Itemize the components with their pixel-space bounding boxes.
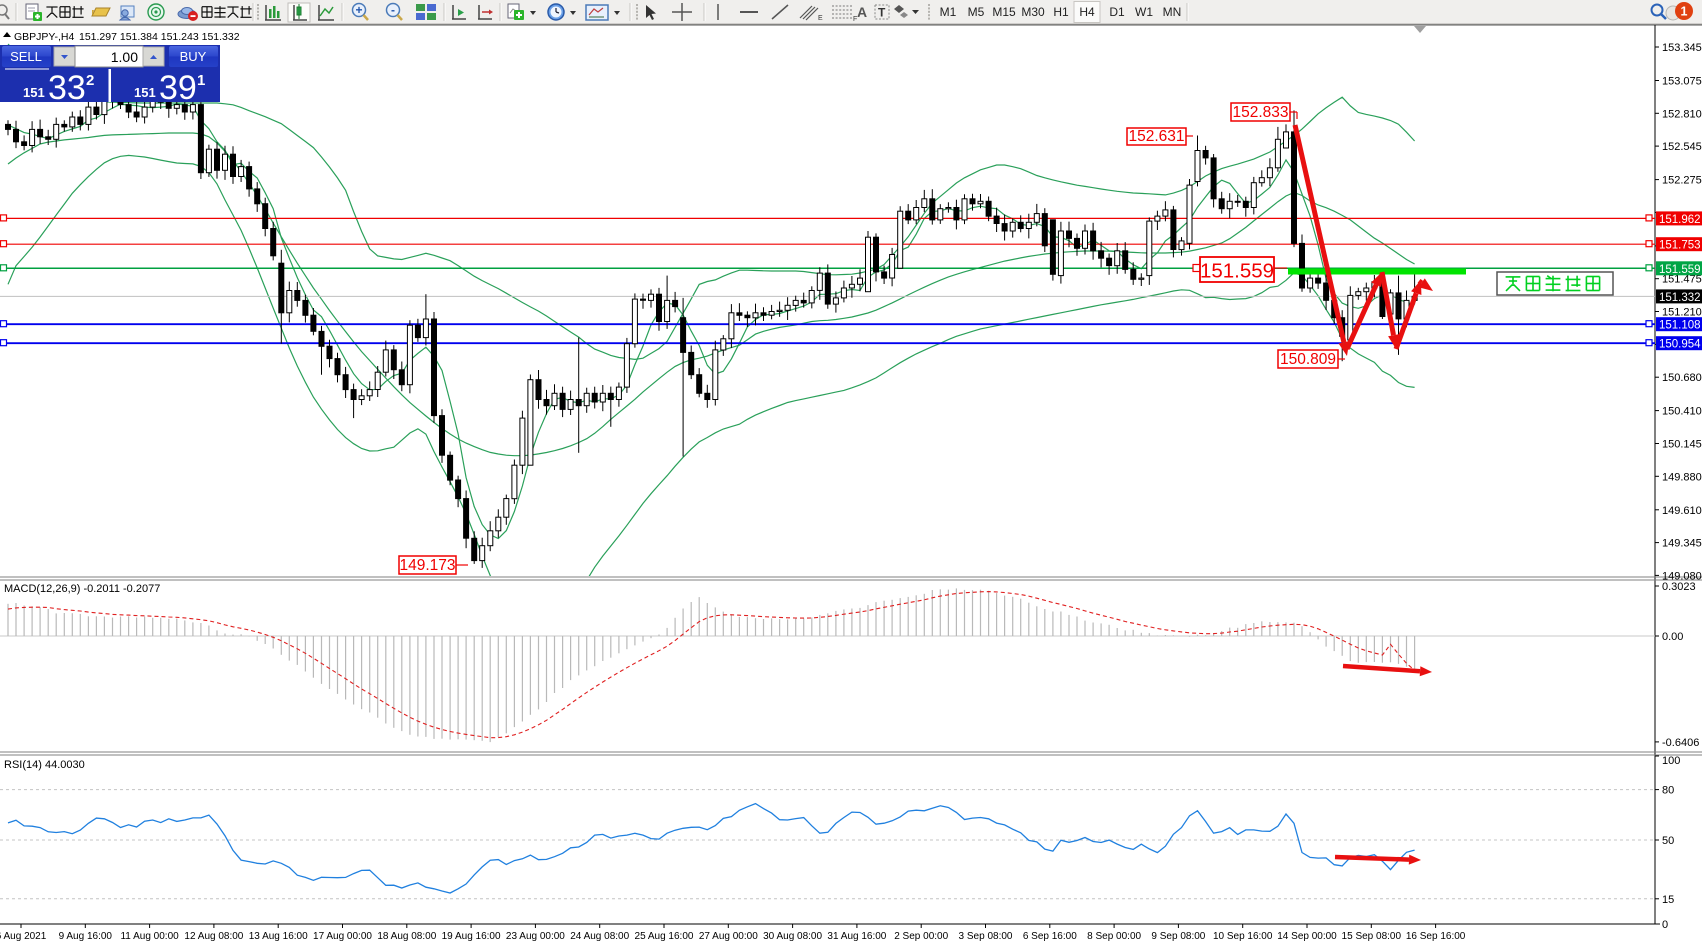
svg-text:13 Aug 16:00: 13 Aug 16:00 [249, 931, 308, 942]
svg-text:8 Sep 00:00: 8 Sep 00:00 [1087, 931, 1141, 942]
svg-text:11 Aug 00:00: 11 Aug 00:00 [120, 931, 179, 942]
svg-text:GBPJPY-,H4: GBPJPY-,H4 [14, 31, 74, 43]
svg-text:151.332: 151.332 [1659, 292, 1701, 304]
svg-text:149.610: 149.610 [1662, 505, 1702, 517]
svg-text:150.809: 150.809 [1280, 351, 1336, 368]
svg-text:25 Aug 16:00: 25 Aug 16:00 [635, 931, 694, 942]
svg-text:SELL: SELL [10, 49, 42, 64]
svg-text:153.345: 153.345 [1662, 42, 1702, 54]
svg-text:T: T [878, 6, 886, 20]
svg-text:27 Aug 00:00: 27 Aug 00:00 [699, 931, 758, 942]
svg-text:2: 2 [86, 72, 94, 89]
svg-text:151.297 151.384 151.243 151.33: 151.297 151.384 151.243 151.332 [79, 31, 240, 43]
svg-text:152.833: 152.833 [1232, 104, 1288, 121]
svg-text:151.475: 151.475 [1662, 274, 1702, 286]
svg-text:150.145: 150.145 [1662, 439, 1702, 451]
svg-text:0.00: 0.00 [1662, 631, 1683, 643]
svg-text:6 Sep 16:00: 6 Sep 16:00 [1023, 931, 1077, 942]
svg-text:M15: M15 [992, 5, 1016, 19]
svg-text:18 Aug 08:00: 18 Aug 08:00 [377, 931, 436, 942]
svg-text:BUY: BUY [180, 49, 207, 64]
svg-text:1.00: 1.00 [111, 49, 138, 65]
svg-text:152.631: 152.631 [1128, 128, 1184, 145]
svg-text:151: 151 [134, 85, 156, 100]
svg-text:MACD(12,26,9) -0.2011 -0.2077: MACD(12,26,9) -0.2011 -0.2077 [4, 583, 160, 595]
svg-text:149.880: 149.880 [1662, 471, 1702, 483]
svg-text:23 Aug 00:00: 23 Aug 00:00 [506, 931, 565, 942]
svg-text:14 Sep 00:00: 14 Sep 00:00 [1277, 931, 1337, 942]
svg-text:H1: H1 [1053, 5, 1069, 19]
svg-text:9 Sep 08:00: 9 Sep 08:00 [1151, 931, 1205, 942]
svg-text:-0.6406: -0.6406 [1662, 737, 1699, 749]
svg-text:151: 151 [23, 85, 45, 100]
svg-text:A: A [857, 4, 867, 20]
svg-text:152.275: 152.275 [1662, 175, 1702, 187]
svg-text:150.680: 150.680 [1662, 372, 1702, 384]
svg-text:152.545: 152.545 [1662, 141, 1702, 153]
svg-text:0: 0 [1662, 919, 1668, 931]
svg-text:151.559: 151.559 [1200, 260, 1274, 283]
svg-text:24 Aug 08:00: 24 Aug 08:00 [570, 931, 629, 942]
svg-text:F: F [853, 16, 857, 23]
svg-text:151.210: 151.210 [1662, 307, 1702, 319]
svg-text:33: 33 [48, 69, 86, 107]
svg-text:151.559: 151.559 [1659, 264, 1701, 276]
svg-text:31 Aug 16:00: 31 Aug 16:00 [827, 931, 886, 942]
svg-text:1: 1 [197, 72, 205, 89]
svg-text:100: 100 [1662, 755, 1680, 767]
svg-text:10 Sep 16:00: 10 Sep 16:00 [1213, 931, 1273, 942]
svg-text:19 Aug 16:00: 19 Aug 16:00 [442, 931, 501, 942]
svg-text:16 Sep 16:00: 16 Sep 16:00 [1406, 931, 1466, 942]
svg-text:151.753: 151.753 [1659, 240, 1701, 252]
svg-text:152.810: 152.810 [1662, 108, 1702, 120]
svg-text:149.173: 149.173 [399, 557, 455, 574]
svg-text:M30: M30 [1021, 5, 1045, 19]
svg-text:RSI(14) 44.0030: RSI(14) 44.0030 [4, 759, 85, 771]
svg-text:M5: M5 [968, 5, 985, 19]
svg-text:-: - [391, 3, 395, 17]
svg-text:W1: W1 [1135, 5, 1153, 19]
svg-text:151.962: 151.962 [1659, 214, 1701, 226]
svg-text:153.075: 153.075 [1662, 76, 1702, 88]
svg-text:2 Sep 00:00: 2 Sep 00:00 [894, 931, 948, 942]
svg-text:M1: M1 [940, 5, 957, 19]
svg-text:+: + [355, 3, 362, 17]
svg-text:0.3023: 0.3023 [1662, 581, 1696, 593]
svg-text:15: 15 [1662, 894, 1674, 906]
svg-text:30 Aug 08:00: 30 Aug 08:00 [763, 931, 822, 942]
svg-text:3 Sep 08:00: 3 Sep 08:00 [959, 931, 1013, 942]
svg-text:D1: D1 [1109, 5, 1125, 19]
svg-text:1: 1 [1681, 5, 1688, 19]
svg-text:150.954: 150.954 [1659, 339, 1701, 351]
svg-text:E: E [818, 15, 823, 22]
svg-text:50: 50 [1662, 835, 1674, 847]
svg-text:6 Aug 2021: 6 Aug 2021 [0, 931, 47, 942]
svg-text:MN: MN [1163, 5, 1182, 19]
svg-text:15 Sep 08:00: 15 Sep 08:00 [1342, 931, 1402, 942]
svg-text:9 Aug 16:00: 9 Aug 16:00 [59, 931, 113, 942]
svg-text:149.345: 149.345 [1662, 538, 1702, 550]
svg-text:151.108: 151.108 [1659, 320, 1701, 332]
svg-text:150.410: 150.410 [1662, 406, 1702, 418]
svg-text:12 Aug 08:00: 12 Aug 08:00 [184, 931, 243, 942]
svg-text:80: 80 [1662, 785, 1674, 797]
svg-text:149.080: 149.080 [1662, 570, 1702, 582]
svg-text:39: 39 [159, 69, 197, 107]
svg-text:17 Aug 00:00: 17 Aug 00:00 [313, 931, 372, 942]
svg-text:H4: H4 [1079, 5, 1095, 19]
